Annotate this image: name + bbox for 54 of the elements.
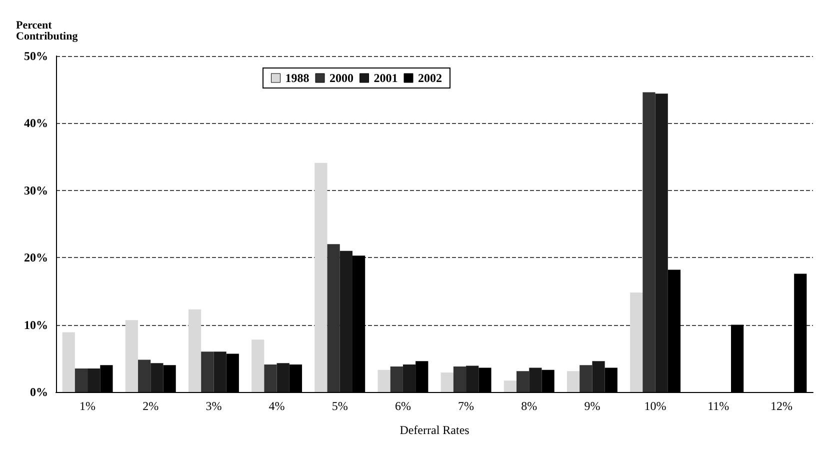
legend-label: 2000 — [330, 71, 354, 85]
bar — [642, 92, 656, 392]
bar — [516, 371, 530, 392]
legend-label: 1988 — [285, 71, 310, 85]
bar — [655, 94, 668, 392]
bar — [630, 292, 643, 392]
bar — [592, 361, 605, 392]
x-tick-label: 2% — [142, 399, 159, 413]
y-tick-label: 10% — [24, 318, 48, 332]
y-axis-title: Percent Contributing — [16, 20, 78, 42]
y-tick-label: 0% — [30, 385, 48, 399]
x-tick-label: 12% — [770, 399, 792, 413]
x-tick-label: 6% — [394, 399, 411, 413]
bar — [440, 372, 454, 392]
y-tick-label: 20% — [24, 250, 48, 265]
y-tick-label: 40% — [24, 116, 48, 130]
x-tick-label: 3% — [206, 399, 222, 413]
bar — [138, 360, 151, 392]
bar — [504, 380, 517, 392]
bar — [390, 366, 403, 392]
legend-label: 2001 — [374, 71, 398, 85]
bar — [378, 370, 390, 392]
bar — [252, 340, 264, 392]
bar — [529, 368, 542, 392]
x-tick-label: 11% — [708, 399, 730, 413]
bar — [453, 366, 466, 392]
x-tick-label: 5% — [332, 399, 348, 413]
bar — [150, 363, 164, 392]
bar — [466, 366, 479, 392]
bar — [214, 352, 226, 392]
bar — [264, 364, 277, 392]
bar — [125, 320, 138, 392]
bar — [580, 365, 592, 392]
x-tick-label: 9% — [584, 399, 600, 413]
bar — [314, 162, 328, 392]
legend-label: 2002 — [418, 71, 442, 85]
bar — [566, 371, 580, 392]
bar — [88, 368, 100, 392]
y-tick-label: 50% — [24, 49, 48, 63]
x-tick-label: 1% — [80, 399, 96, 413]
x-tick-label: 7% — [458, 399, 474, 413]
bar — [276, 363, 290, 392]
bar — [402, 364, 416, 392]
bar — [62, 332, 75, 392]
x-tick-label: 4% — [268, 399, 285, 413]
bar — [327, 244, 340, 392]
x-tick-label: 8% — [521, 399, 538, 413]
bar — [201, 352, 214, 392]
y-tick-label: 30% — [24, 183, 48, 198]
x-tick-label: 10% — [644, 399, 666, 413]
bar — [340, 250, 352, 392]
x-axis-title: Deferral Rates — [400, 423, 470, 437]
bar — [74, 368, 88, 392]
bar — [188, 309, 202, 392]
